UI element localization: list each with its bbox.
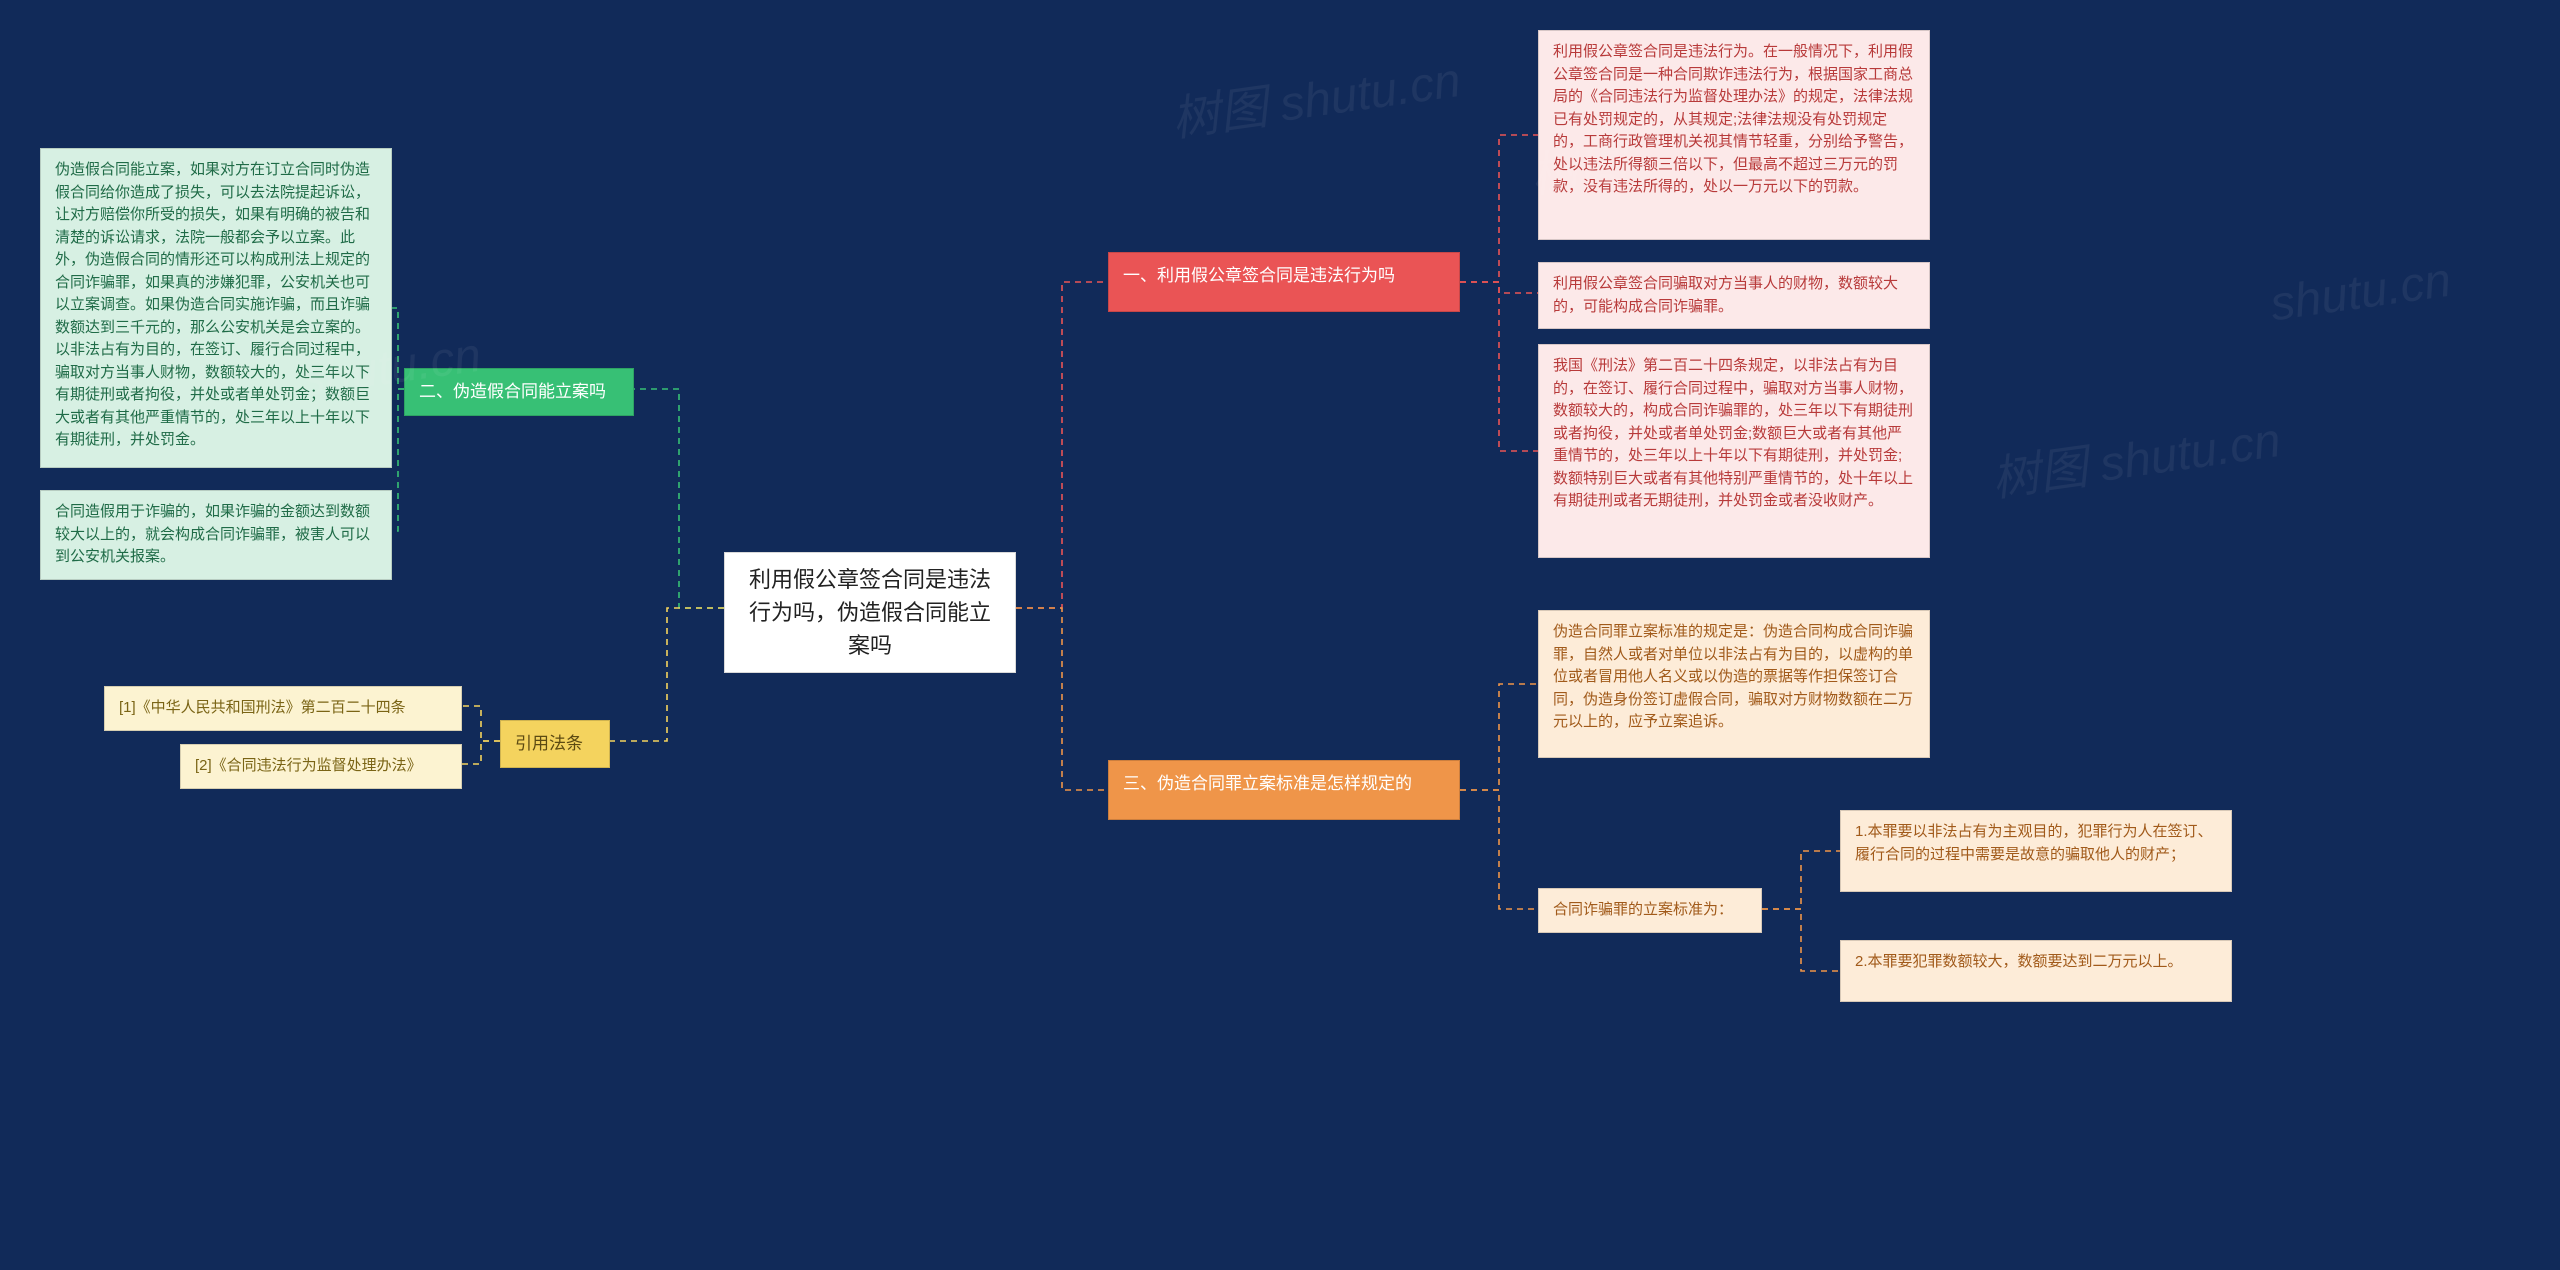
branch-2-child-2: 合同造假用于诈骗的，如果诈骗的金额达到数额较大以上的，就会构成合同诈骗罪，被害人… bbox=[40, 490, 392, 580]
b2c1-text: 伪造假合同能立案，如果对方在订立合同时伪造假合同给你造成了损失，可以去法院提起诉… bbox=[55, 161, 370, 448]
b3c2-text: 合同诈骗罪的立案标准为： bbox=[1553, 901, 1733, 918]
b4c2-text: [2]《合同违法行为监督处理办法》 bbox=[195, 757, 422, 774]
branch-1-child-3: 我国《刑法》第二百二十四条规定，以非法占有为目的，在签订、履行合同过程中，骗取对… bbox=[1538, 344, 1930, 558]
b4c1-text: [1]《中华人民共和国刑法》第二百二十四条 bbox=[119, 699, 406, 716]
branch-3-child-2a: 1.本罪要以非法占有为主观目的，犯罪行为人在签订、履行合同的过程中需要是故意的骗… bbox=[1840, 810, 2232, 892]
connector bbox=[462, 706, 500, 741]
connector bbox=[1460, 135, 1538, 282]
b2c2-text: 合同造假用于诈骗的，如果诈骗的金额达到数额较大以上的，就会构成合同诈骗罪，被害人… bbox=[55, 503, 370, 565]
watermark: 树图 shutu.cn bbox=[1167, 40, 1465, 150]
branch-2-child-1: 伪造假合同能立案，如果对方在订立合同时伪造假合同给你造成了损失，可以去法院提起诉… bbox=[40, 148, 392, 468]
branch-4-text: 引用法条 bbox=[515, 734, 583, 753]
b3c2a-text: 1.本罪要以非法占有为主观目的，犯罪行为人在签订、履行合同的过程中需要是故意的骗… bbox=[1855, 823, 2213, 863]
branch-2: 二、伪造假合同能立案吗 bbox=[404, 368, 634, 416]
connector bbox=[634, 389, 724, 608]
connector bbox=[1016, 608, 1108, 790]
branch-1: 一、利用假公章签合同是违法行为吗 bbox=[1108, 252, 1460, 312]
connector bbox=[1460, 282, 1538, 293]
branch-3-child-2: 合同诈骗罪的立案标准为： bbox=[1538, 888, 1762, 933]
branch-2-text: 二、伪造假合同能立案吗 bbox=[419, 382, 606, 401]
root-text: 利用假公章签合同是违法行为吗，伪造假合同能立案吗 bbox=[739, 563, 1001, 662]
connector bbox=[1460, 684, 1538, 790]
branch-4: 引用法条 bbox=[500, 720, 610, 768]
root-node: 利用假公章签合同是违法行为吗，伪造假合同能立案吗 bbox=[724, 552, 1016, 673]
branch-1-text: 一、利用假公章签合同是违法行为吗 bbox=[1123, 266, 1395, 285]
connector bbox=[1762, 909, 1840, 971]
connector bbox=[1016, 282, 1108, 608]
b1c1-text: 利用假公章签合同是违法行为。在一般情况下，利用假公章签合同是一种合同欺诈违法行为… bbox=[1553, 43, 1913, 195]
branch-3: 三、伪造合同罪立案标准是怎样规定的 bbox=[1108, 760, 1460, 820]
b1c2-text: 利用假公章签合同骗取对方当事人的财物，数额较大的，可能构成合同诈骗罪。 bbox=[1553, 275, 1898, 315]
branch-1-child-2: 利用假公章签合同骗取对方当事人的财物，数额较大的，可能构成合同诈骗罪。 bbox=[1538, 262, 1930, 329]
branch-4-child-1: [1]《中华人民共和国刑法》第二百二十四条 bbox=[104, 686, 462, 731]
branch-3-text: 三、伪造合同罪立案标准是怎样规定的 bbox=[1123, 774, 1412, 793]
watermark: shutu.cn bbox=[2267, 253, 2454, 333]
connector bbox=[1460, 790, 1538, 909]
connector bbox=[392, 308, 404, 389]
b3c2b-text: 2.本罪要犯罪数额较大，数额要达到二万元以上。 bbox=[1855, 953, 2183, 970]
connector bbox=[392, 389, 404, 531]
b3c1-text: 伪造合同罪立案标准的规定是：伪造合同构成合同诈骗罪，自然人或者对单位以非法占有为… bbox=[1553, 623, 1913, 730]
connector bbox=[1460, 282, 1538, 451]
watermark: 树图 shutu.cn bbox=[1987, 400, 2285, 510]
branch-3-child-2b: 2.本罪要犯罪数额较大，数额要达到二万元以上。 bbox=[1840, 940, 2232, 1002]
b1c3-text: 我国《刑法》第二百二十四条规定，以非法占有为目的，在签订、履行合同过程中，骗取对… bbox=[1553, 357, 1913, 509]
connector bbox=[1762, 851, 1840, 909]
connector bbox=[462, 741, 500, 764]
connector bbox=[610, 608, 724, 741]
branch-3-child-1: 伪造合同罪立案标准的规定是：伪造合同构成合同诈骗罪，自然人或者对单位以非法占有为… bbox=[1538, 610, 1930, 758]
branch-4-child-2: [2]《合同违法行为监督处理办法》 bbox=[180, 744, 462, 789]
branch-1-child-1: 利用假公章签合同是违法行为。在一般情况下，利用假公章签合同是一种合同欺诈违法行为… bbox=[1538, 30, 1930, 240]
